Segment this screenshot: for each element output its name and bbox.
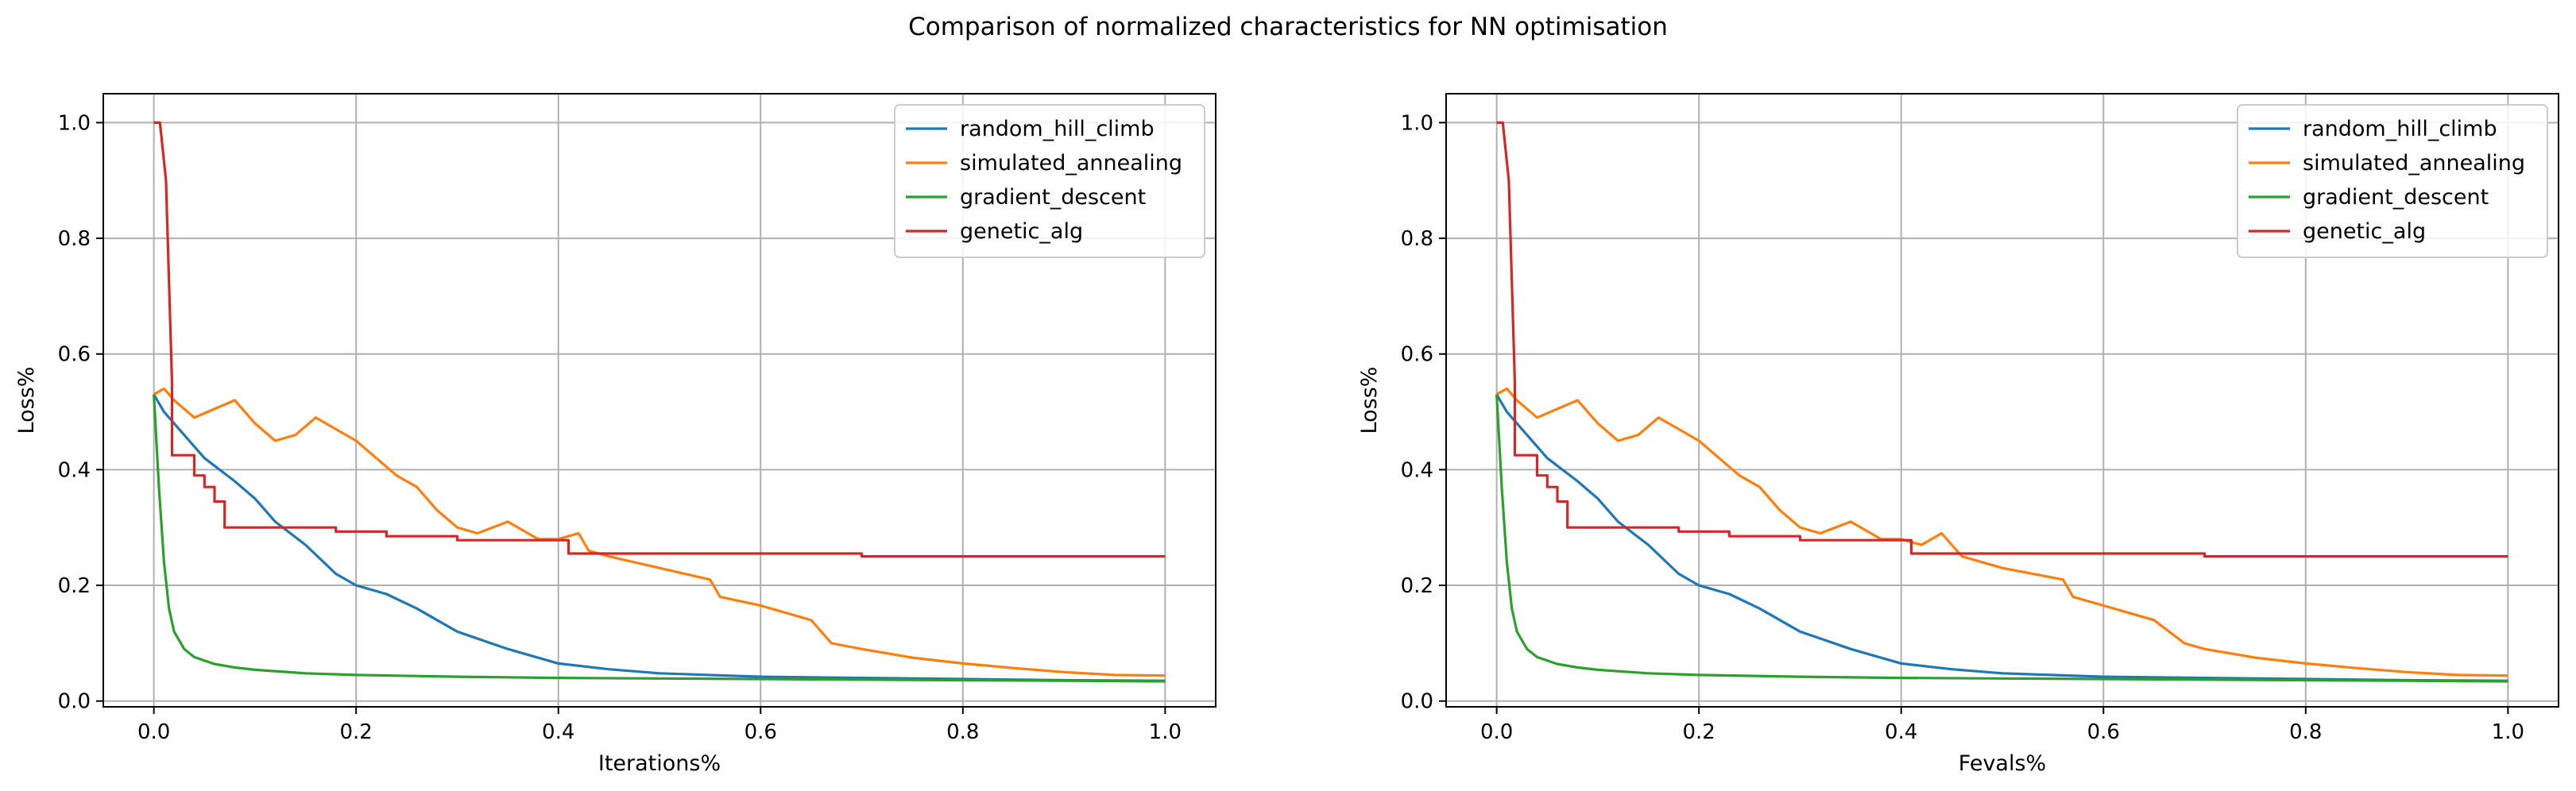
x-axis-label: Fevals% bbox=[1959, 751, 2046, 776]
legend-label: simulated_annealing bbox=[2303, 151, 2525, 176]
axes-frame bbox=[102, 93, 1216, 708]
legend-label: random_hill_climb bbox=[2303, 117, 2497, 141]
legend-label: gradient_descent bbox=[2303, 185, 2489, 210]
legend-label: genetic_alg bbox=[2303, 219, 2426, 244]
y-axis-label: Loss% bbox=[1357, 367, 1382, 434]
series-line-gradient-descent bbox=[1495, 394, 2508, 683]
x-tick-label: 0.8 bbox=[2289, 720, 2322, 744]
series-line-random-hill-climb bbox=[1495, 393, 2508, 682]
plot-2: 0.0 0.2 0.4 0.6 0.8 1.0 0.0 0.2 0.4 0.6 0.8 1.0 Feva… bbox=[1357, 93, 2559, 776]
y-axis-label: Loss% bbox=[14, 367, 39, 434]
y-tick-label: 0.2 bbox=[58, 574, 91, 598]
legend-label: gradient_descent bbox=[960, 185, 1146, 210]
legend-label: genetic_alg bbox=[960, 219, 1083, 244]
y-tick-label: 0.2 bbox=[1401, 574, 1433, 598]
y-tick-label: 0.8 bbox=[1401, 227, 1433, 251]
x-tick-label: 1.0 bbox=[1149, 720, 1182, 744]
y-tick-label: 0.4 bbox=[1401, 458, 1433, 482]
y-tick-label: 0.4 bbox=[58, 458, 91, 482]
x-tick-label: 1.0 bbox=[2492, 720, 2524, 744]
y-tick-label: 0.8 bbox=[58, 227, 91, 251]
x-tick-label: 0.2 bbox=[340, 720, 373, 744]
x-tick-label: 0.6 bbox=[745, 720, 777, 744]
plot-1: 0.0 0.2 0.4 0.6 0.8 1.0 0.0 0.2 0.4 0.6 0.8 1.0 Iter… bbox=[14, 93, 1216, 776]
series-line-random-hill-climb bbox=[153, 393, 1166, 682]
axes-frame bbox=[1445, 93, 2559, 708]
x-tick-label: 0.0 bbox=[137, 720, 170, 744]
x-tick-label: 0.4 bbox=[542, 720, 574, 744]
y-tick-label: 1.0 bbox=[58, 111, 91, 135]
series-line-genetic-alg bbox=[153, 121, 1166, 558]
x-tick-label: 0.8 bbox=[946, 720, 979, 744]
legend-box bbox=[894, 104, 1205, 258]
legend-label: simulated_annealing bbox=[960, 151, 1182, 176]
x-axis-label: Iterations% bbox=[598, 751, 721, 776]
y-tick-label: 0.6 bbox=[1401, 343, 1433, 367]
y-tick-label: 0.6 bbox=[58, 343, 91, 367]
legend-label: random_hill_climb bbox=[960, 117, 1155, 141]
x-tick-label: 0.2 bbox=[1683, 720, 1715, 744]
x-tick-label: 0.6 bbox=[2087, 720, 2120, 744]
series-line-genetic-alg bbox=[1496, 121, 2508, 558]
x-tick-label: 0.4 bbox=[1885, 720, 1917, 744]
y-tick-label: 1.0 bbox=[1401, 111, 1433, 135]
y-tick-label: 0.0 bbox=[58, 690, 91, 714]
legend: random_hill_climb simulated_annealinggrad… bbox=[894, 104, 1205, 258]
x-tick-label: 0.0 bbox=[1480, 720, 1513, 744]
figure-title: Comparison of normalized characteristics… bbox=[908, 13, 1668, 41]
series-line-simulated-annealing bbox=[153, 387, 1166, 677]
legend: random_hill_climb simulated_annealinggrad… bbox=[2237, 104, 2548, 258]
series-line-gradient-descent bbox=[153, 394, 1166, 683]
legend-box bbox=[2237, 104, 2548, 258]
y-tick-label: 0.0 bbox=[1401, 690, 1433, 714]
series-line-simulated-annealing bbox=[1495, 387, 2508, 677]
